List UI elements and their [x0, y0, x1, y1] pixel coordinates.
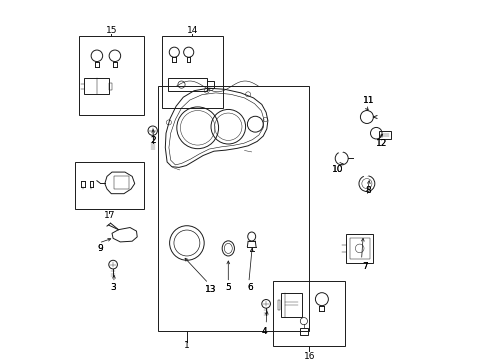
- Text: 12: 12: [375, 139, 386, 148]
- Text: 10: 10: [332, 165, 343, 174]
- Text: 11: 11: [362, 96, 374, 105]
- Text: 2: 2: [150, 136, 155, 145]
- Text: 3: 3: [110, 284, 116, 292]
- Text: 15: 15: [105, 26, 117, 35]
- Bar: [346, 234, 373, 263]
- Text: 12: 12: [375, 139, 386, 148]
- Text: 13: 13: [204, 285, 216, 294]
- Text: 3: 3: [110, 284, 116, 292]
- Text: 17: 17: [103, 211, 115, 220]
- Text: 9: 9: [98, 244, 103, 253]
- Bar: [79, 36, 143, 115]
- Text: 7: 7: [362, 262, 367, 271]
- Text: 14: 14: [186, 26, 198, 35]
- Bar: [167, 78, 206, 91]
- Text: 4: 4: [261, 327, 266, 336]
- Bar: [206, 81, 213, 88]
- Bar: [109, 83, 112, 90]
- Text: 8: 8: [365, 186, 371, 195]
- Bar: [299, 328, 307, 335]
- Text: 7: 7: [362, 262, 367, 271]
- Text: 5: 5: [225, 284, 231, 292]
- Text: 6: 6: [246, 284, 252, 292]
- Bar: [349, 238, 369, 259]
- Bar: [75, 162, 143, 209]
- Text: 13: 13: [204, 285, 216, 294]
- Text: 11: 11: [362, 96, 374, 105]
- Text: 4: 4: [261, 327, 266, 336]
- Bar: [273, 281, 345, 346]
- Bar: [277, 300, 280, 310]
- Bar: [114, 176, 128, 189]
- Bar: [83, 78, 109, 94]
- Text: 9: 9: [98, 244, 103, 253]
- Text: 6: 6: [246, 284, 252, 292]
- Text: 5: 5: [225, 284, 231, 292]
- Text: 2: 2: [150, 136, 155, 145]
- Bar: [158, 86, 309, 331]
- Bar: [280, 293, 302, 317]
- Text: 8: 8: [365, 186, 371, 195]
- Text: 10: 10: [332, 165, 343, 174]
- Text: 16: 16: [303, 352, 314, 360]
- Bar: [378, 131, 390, 139]
- Text: 1: 1: [183, 341, 189, 350]
- Bar: [162, 36, 223, 108]
